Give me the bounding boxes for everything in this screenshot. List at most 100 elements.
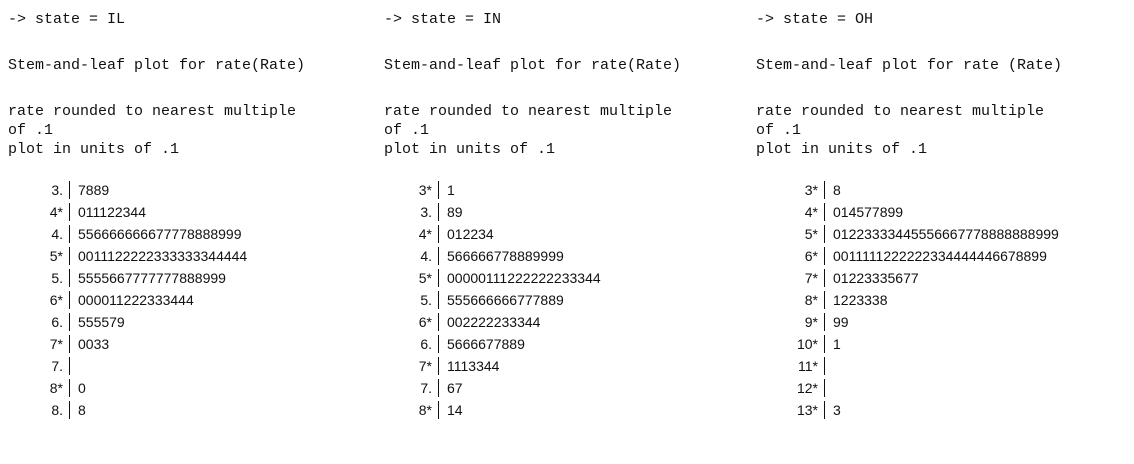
leaves: 0033 (78, 336, 110, 352)
header: -> state = IN (384, 11, 502, 28)
leaves: 012234 (447, 226, 494, 242)
stem-divider (438, 225, 439, 243)
stem-divider (824, 291, 825, 309)
note: rate rounded to nearest multiple (8, 103, 297, 120)
stem-divider (438, 379, 439, 397)
stem: 7. (420, 380, 432, 396)
leaves: 00000111222222233344 (447, 270, 601, 286)
stem-divider (69, 379, 70, 397)
note: plot in units of .1 (8, 141, 180, 158)
stem-divider (824, 181, 825, 199)
leaves: 0 (78, 380, 86, 396)
leaves: 01223333445556667778888888999 (833, 226, 1059, 242)
stem-divider (824, 269, 825, 287)
stem-divider (824, 225, 825, 243)
stem: 7* (49, 336, 63, 352)
stem-divider (824, 357, 825, 375)
stem-divider (69, 269, 70, 287)
note: of .1 (756, 122, 802, 139)
leaves: 0011122222333333344444 (78, 248, 248, 264)
leaves: 7889 (78, 182, 110, 198)
stem: 5* (418, 270, 432, 286)
title: Stem-and-leaf plot for rate(Rate) (384, 57, 682, 74)
stem-divider (438, 401, 439, 419)
stem-divider (824, 313, 825, 331)
stem-divider (438, 357, 439, 375)
leaves: 1 (447, 182, 455, 198)
note: plot in units of .1 (756, 141, 928, 158)
leaves: 566666778889999 (447, 248, 564, 264)
title: Stem-and-leaf plot for rate(Rate) (8, 57, 306, 74)
stem: 5. (420, 292, 432, 308)
stem: 13* (796, 402, 818, 418)
leaves: 99 (833, 314, 849, 330)
stem-divider (69, 291, 70, 309)
leaves: 89 (447, 204, 463, 220)
stem-divider (438, 291, 439, 309)
stem-divider (438, 203, 439, 221)
leaves: 1 (833, 336, 841, 352)
stem: 8. (51, 402, 63, 418)
stem-divider (438, 269, 439, 287)
stem: 8* (49, 380, 63, 396)
stem-divider (438, 247, 439, 265)
note: rate rounded to nearest multiple (384, 103, 673, 120)
stem: 6* (49, 292, 63, 308)
stem: 6* (418, 314, 432, 330)
leaves: 3 (833, 402, 841, 418)
stem: 3* (418, 182, 432, 198)
leaves: 5666677889 (447, 336, 525, 352)
stem: 7* (418, 358, 432, 374)
stem: 8* (418, 402, 432, 418)
leaves: 556666666677778888999 (78, 226, 242, 242)
leaves: 8 (78, 402, 86, 418)
stem: 9* (804, 314, 818, 330)
stem: 3. (420, 204, 432, 220)
stem: 12* (796, 380, 818, 396)
note: rate rounded to nearest multiple (756, 103, 1045, 120)
stem: 4. (51, 226, 63, 242)
stem-divider (69, 313, 70, 331)
leaves: 011122344 (78, 204, 146, 220)
stem: 5* (49, 248, 63, 264)
stem: 5* (804, 226, 818, 242)
stem-divider (438, 313, 439, 331)
stem: 7* (804, 270, 818, 286)
stem-divider (69, 181, 70, 199)
stem: 3. (51, 182, 63, 198)
stem-divider (438, 335, 439, 353)
stem-divider (824, 335, 825, 353)
leaves: 1113344 (447, 358, 500, 374)
stem-divider (69, 335, 70, 353)
stem-divider (824, 203, 825, 221)
leaves: 1223338 (833, 292, 888, 308)
stem-divider (438, 181, 439, 199)
stem: 7. (51, 358, 63, 374)
stem: 4* (49, 204, 63, 220)
leaves: 01223335677 (833, 270, 919, 286)
stem: 11* (798, 358, 818, 374)
stem: 4* (418, 226, 432, 242)
stem: 6. (420, 336, 432, 352)
stem: 8* (804, 292, 818, 308)
leaves: 14 (447, 402, 463, 418)
leaves: 0011111222222334444446678899 (833, 248, 1047, 264)
stem: 6. (51, 314, 63, 330)
leaves: 8 (833, 182, 841, 198)
stem: 4* (804, 204, 818, 220)
stem: 6* (804, 248, 818, 264)
stem-divider (69, 357, 70, 375)
leaves: 000011222333444 (78, 292, 194, 308)
note: plot in units of .1 (384, 141, 556, 158)
stem: 5. (51, 270, 63, 286)
stem-divider (69, 401, 70, 419)
stem-divider (824, 247, 825, 265)
leaves: 555666666777889 (447, 292, 564, 308)
leaves: 014577899 (833, 204, 904, 220)
stem: 4. (420, 248, 432, 264)
stem-divider (824, 401, 825, 419)
stem: 3* (804, 182, 818, 198)
leaves: 555579 (78, 314, 125, 330)
note: of .1 (8, 122, 54, 139)
title: Stem-and-leaf plot for rate (Rate) (756, 57, 1063, 74)
